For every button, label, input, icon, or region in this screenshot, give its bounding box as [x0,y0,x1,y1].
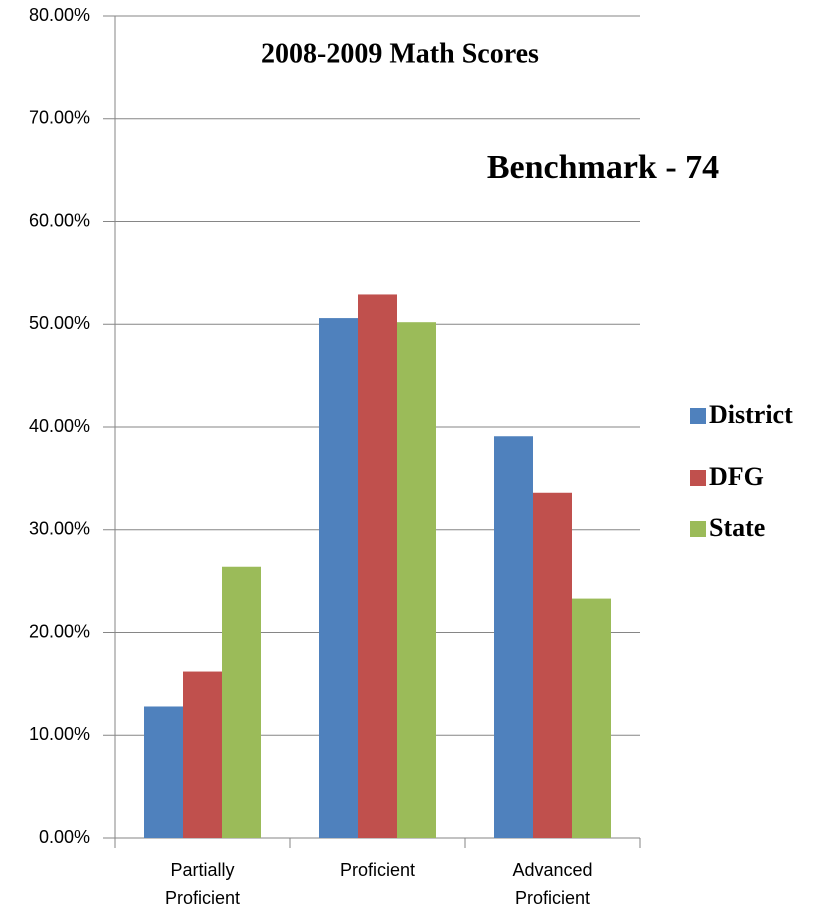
y-tick-label: 20.00% [29,621,90,641]
bar [397,322,436,838]
bar [358,294,397,838]
y-tick-label: 70.00% [29,108,90,128]
annotation: Benchmark - 74 [487,149,719,186]
x-tick-label: Proficient [339,860,416,880]
chart-title: 2008-2009 Math Scores [261,38,539,69]
bar [144,706,183,838]
bar [533,492,572,838]
bar [222,566,261,838]
y-tick-label: 50.00% [29,313,90,333]
legend-label: DFG [709,462,764,491]
legend-label: District [709,400,793,429]
legend-swatch [690,521,706,537]
y-tick-label: 30.00% [29,519,90,539]
y-tick-label: 10.00% [29,724,90,744]
bar [572,598,611,838]
y-tick-label: 60.00% [29,210,90,230]
bar [319,318,358,839]
bar [183,671,222,838]
y-tick-label: 0.00% [39,827,90,847]
x-tick-label: Advanced Proficient [512,860,593,908]
y-tick-label: 80.00% [29,5,90,25]
x-tick-label: Partially Proficient [164,860,241,908]
legend-label: State [709,513,765,542]
bar [494,436,533,838]
y-tick-label: 40.00% [29,416,90,436]
legend-swatch [690,408,706,424]
legend-swatch [690,470,706,486]
